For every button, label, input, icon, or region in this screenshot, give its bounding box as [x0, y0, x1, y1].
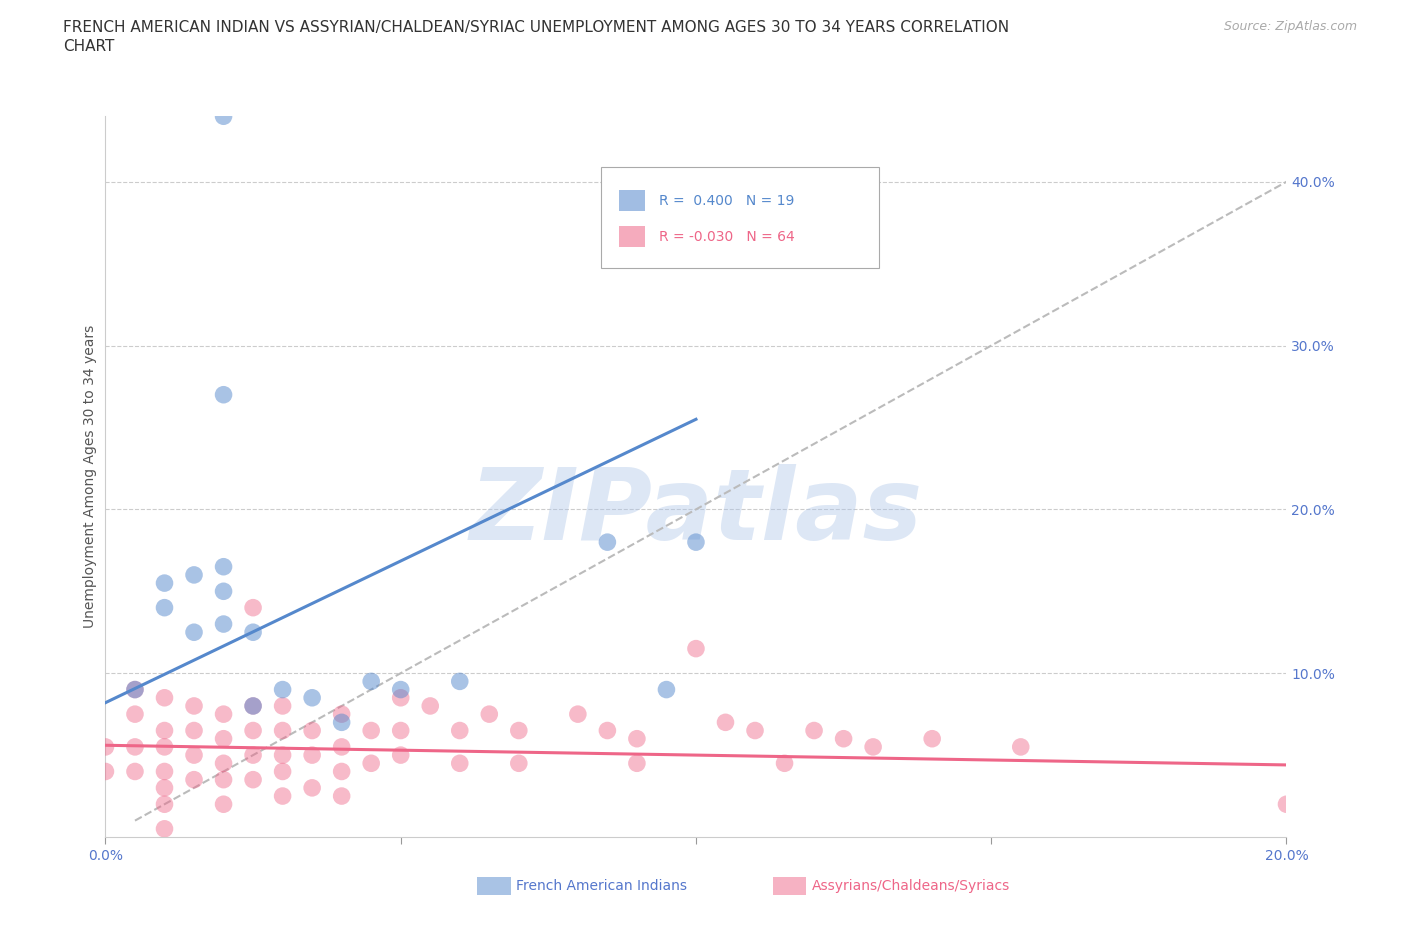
Point	[330, 715, 353, 730]
Point	[389, 748, 412, 763]
Point	[596, 535, 619, 550]
Point	[212, 559, 235, 574]
Point	[626, 731, 648, 746]
Point	[301, 724, 323, 738]
Point	[744, 724, 766, 738]
Point	[271, 748, 294, 763]
Text: Source: ZipAtlas.com: Source: ZipAtlas.com	[1223, 20, 1357, 33]
Point	[183, 748, 205, 763]
Point	[94, 764, 117, 779]
Point	[301, 780, 323, 795]
Point	[153, 739, 176, 754]
Point	[301, 690, 323, 705]
Text: CHART: CHART	[63, 39, 115, 54]
Point	[153, 821, 176, 836]
Point	[1010, 739, 1032, 754]
Point	[508, 756, 530, 771]
Point	[212, 756, 235, 771]
Point	[183, 567, 205, 582]
Point	[153, 576, 176, 591]
Point	[360, 724, 382, 738]
Point	[271, 682, 294, 697]
Text: Assyrians/Chaldeans/Syriacs: Assyrians/Chaldeans/Syriacs	[811, 879, 1010, 893]
Point	[153, 600, 176, 615]
Point	[330, 789, 353, 804]
Text: R =  0.400   N = 19: R = 0.400 N = 19	[659, 193, 794, 207]
Point	[330, 707, 353, 722]
Point	[242, 748, 264, 763]
Point	[242, 600, 264, 615]
Point	[449, 674, 471, 689]
Point	[685, 535, 707, 550]
Point	[419, 698, 441, 713]
Bar	[773, 877, 806, 896]
Point	[773, 756, 796, 771]
Point	[153, 724, 176, 738]
Point	[921, 731, 943, 746]
Point	[183, 724, 205, 738]
Point	[212, 797, 235, 812]
Point	[330, 764, 353, 779]
Point	[212, 731, 235, 746]
Text: R = -0.030   N = 64: R = -0.030 N = 64	[659, 230, 796, 244]
Point	[449, 756, 471, 771]
Text: FRENCH AMERICAN INDIAN VS ASSYRIAN/CHALDEAN/SYRIAC UNEMPLOYMENT AMONG AGES 30 TO: FRENCH AMERICAN INDIAN VS ASSYRIAN/CHALD…	[63, 20, 1010, 35]
Point	[242, 772, 264, 787]
Point	[271, 789, 294, 804]
Point	[832, 731, 855, 746]
Point	[212, 109, 235, 124]
Point	[389, 724, 412, 738]
Point	[478, 707, 501, 722]
Point	[449, 724, 471, 738]
Point	[862, 739, 884, 754]
Point	[124, 682, 146, 697]
Point	[94, 739, 117, 754]
Point	[301, 748, 323, 763]
Point	[714, 715, 737, 730]
Point	[242, 724, 264, 738]
Point	[685, 641, 707, 656]
Point	[212, 707, 235, 722]
Point	[508, 724, 530, 738]
Point	[183, 772, 205, 787]
Point	[124, 682, 146, 697]
Point	[360, 674, 382, 689]
Point	[212, 772, 235, 787]
Point	[153, 797, 176, 812]
Point	[330, 739, 353, 754]
Point	[124, 739, 146, 754]
Point	[242, 698, 264, 713]
Point	[626, 756, 648, 771]
FancyBboxPatch shape	[602, 166, 879, 268]
Point	[567, 707, 589, 722]
Point	[271, 764, 294, 779]
Point	[212, 617, 235, 631]
Point	[242, 698, 264, 713]
Point	[389, 690, 412, 705]
Point	[212, 584, 235, 599]
Point	[242, 625, 264, 640]
Point	[389, 682, 412, 697]
Y-axis label: Unemployment Among Ages 30 to 34 years: Unemployment Among Ages 30 to 34 years	[83, 325, 97, 629]
Bar	[619, 190, 645, 211]
Point	[153, 780, 176, 795]
Point	[655, 682, 678, 697]
Point	[183, 698, 205, 713]
Point	[271, 698, 294, 713]
Point	[271, 724, 294, 738]
Point	[1275, 797, 1298, 812]
Point	[124, 764, 146, 779]
Bar	[478, 877, 510, 896]
Point	[212, 387, 235, 402]
Point	[153, 690, 176, 705]
Point	[183, 625, 205, 640]
Point	[360, 756, 382, 771]
Bar	[619, 226, 645, 247]
Text: ZIPatlas: ZIPatlas	[470, 464, 922, 561]
Point	[153, 764, 176, 779]
Point	[803, 724, 825, 738]
Text: French American Indians: French American Indians	[516, 879, 688, 893]
Point	[596, 724, 619, 738]
Point	[124, 707, 146, 722]
